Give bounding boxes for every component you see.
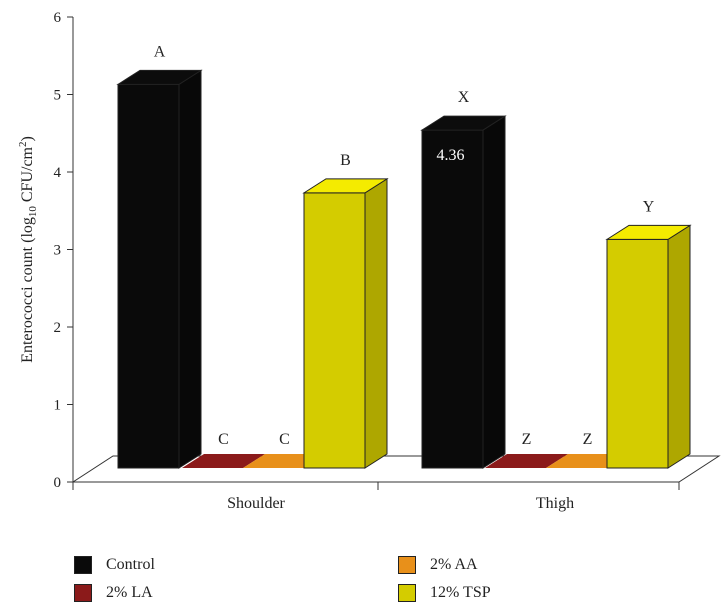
legend-label-aa: 2% AA (430, 556, 478, 573)
bar-2-la-thigh (485, 454, 568, 468)
bar-control-shoulder (116, 69, 203, 469)
y-tick-label: 2 (54, 320, 62, 336)
significance-letter: C (279, 431, 290, 448)
y-tick-label: 1 (54, 398, 62, 414)
significance-letter: Y (643, 198, 655, 215)
significance-letter: Z (583, 431, 593, 448)
legend-swatch-tsp (398, 584, 416, 602)
bar-2-la-shoulder (182, 454, 265, 468)
legend-label-la: 2% LA (106, 584, 153, 601)
legend-item-control: Control (74, 556, 155, 574)
y-tick-label: 5 (54, 88, 62, 104)
bar-side (178, 69, 202, 469)
bar-12-tsp-shoulder (302, 177, 389, 469)
y-tick-label: 4 (54, 165, 62, 181)
bar-12-tsp-thigh (605, 224, 692, 469)
bar-control-thigh (420, 115, 507, 469)
significance-letter: A (154, 43, 166, 60)
x-category-label: Thigh (536, 495, 574, 512)
bar-top (116, 69, 203, 85)
x-category-label: Shoulder (227, 495, 285, 512)
legend-item-tsp: 12% TSP (398, 584, 491, 602)
significance-letter: X (458, 89, 470, 106)
legend: Control 2% LA 2% AA 12% TSP (0, 548, 722, 608)
legend-item-la: 2% LA (74, 584, 153, 602)
legend-swatch-aa (398, 556, 416, 574)
y-tick-label: 0 (54, 475, 62, 491)
significance-letter: C (218, 431, 229, 448)
bar-front (606, 238, 669, 469)
legend-swatch-control (74, 556, 92, 574)
significance-letter: B (340, 152, 351, 169)
bar-top (605, 224, 692, 240)
legend-label-control: Control (106, 556, 155, 573)
bar-flat (182, 454, 265, 468)
legend-item-aa: 2% AA (398, 556, 478, 574)
legend-label-tsp: 12% TSP (430, 584, 491, 601)
y-axis-label: Enterococci count (log10 CFU/cm2) (17, 136, 39, 363)
bar-top (302, 178, 389, 194)
bar-front (421, 129, 484, 469)
bar-front (117, 83, 180, 469)
bar-flat (485, 454, 568, 468)
bar-top (420, 115, 507, 131)
bar-side (364, 177, 388, 469)
bar-side (482, 115, 506, 469)
bar-front (303, 192, 366, 469)
value-label: 4.36 (437, 147, 465, 164)
y-tick-label: 3 (54, 243, 62, 259)
significance-letter: Z (522, 431, 532, 448)
bar-side (667, 224, 691, 469)
legend-swatch-la (74, 584, 92, 602)
y-tick-label: 6 (54, 10, 62, 26)
